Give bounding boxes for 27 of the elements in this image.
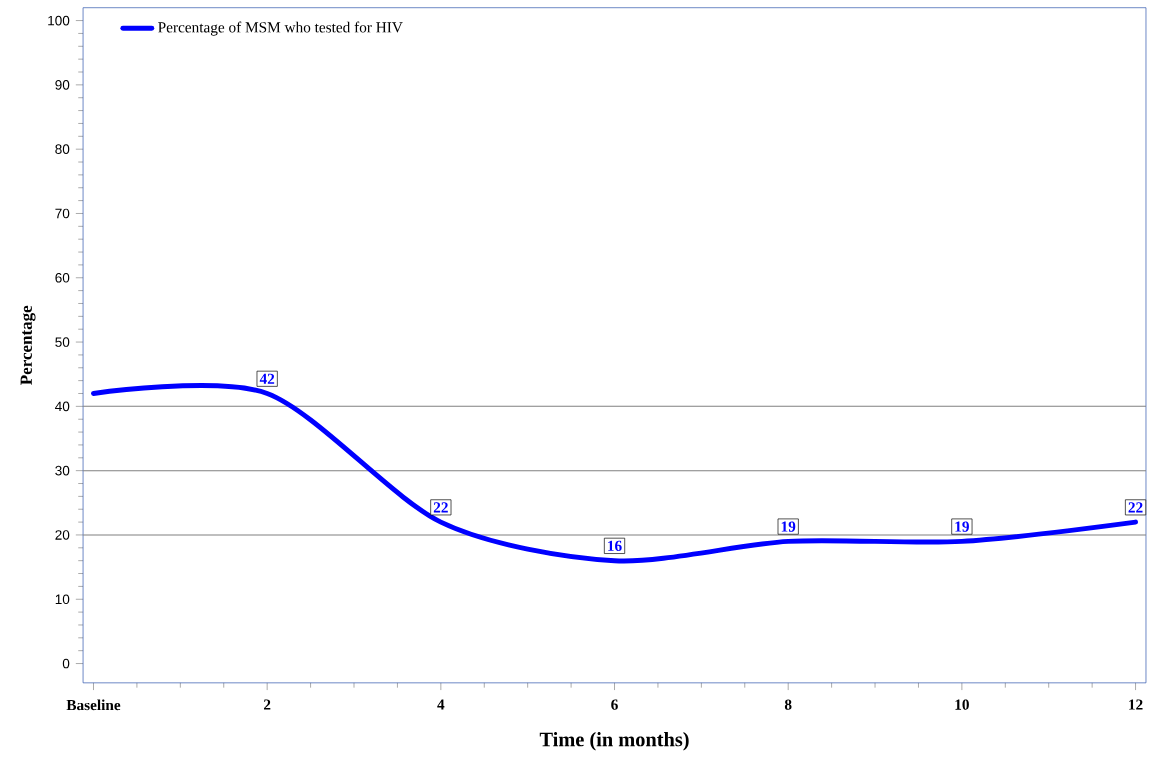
y-tick-label: 0: [62, 658, 70, 669]
y-tick-label: 60: [55, 272, 70, 283]
x-tick-label: 6: [611, 699, 618, 710]
y-tick-label: 70: [55, 208, 70, 219]
data-label: 22: [433, 502, 448, 513]
x-tick-label: Baseline: [66, 699, 121, 711]
x-tick-label: 4: [437, 699, 445, 710]
data-label: 19: [955, 521, 969, 532]
data-label: 22: [1128, 502, 1143, 513]
y-tick-label: 20: [55, 530, 70, 540]
x-tick-label: 2: [263, 699, 271, 710]
y-tick-label: 100: [48, 15, 70, 26]
y-tick-label: 50: [55, 337, 70, 347]
data-label: 19: [781, 521, 796, 532]
y-tick-label: 30: [55, 465, 70, 476]
legend-label: Percentage of MSM who tested for HIV: [158, 21, 403, 36]
y-tick-label: 80: [55, 144, 70, 154]
data-label: 16: [608, 540, 622, 552]
x-tick-label: 12: [1129, 699, 1143, 710]
y-tick-label: 90: [55, 80, 70, 90]
x-axis-title: Time (in months): [539, 732, 689, 751]
y-tick-label: 10: [55, 594, 70, 605]
y-axis-title: Percentage: [20, 305, 36, 385]
x-tick-label: 10: [955, 699, 969, 710]
data-label: 42: [259, 373, 275, 384]
y-tick-label: 40: [55, 401, 70, 412]
x-tick-label: 8: [784, 699, 792, 710]
